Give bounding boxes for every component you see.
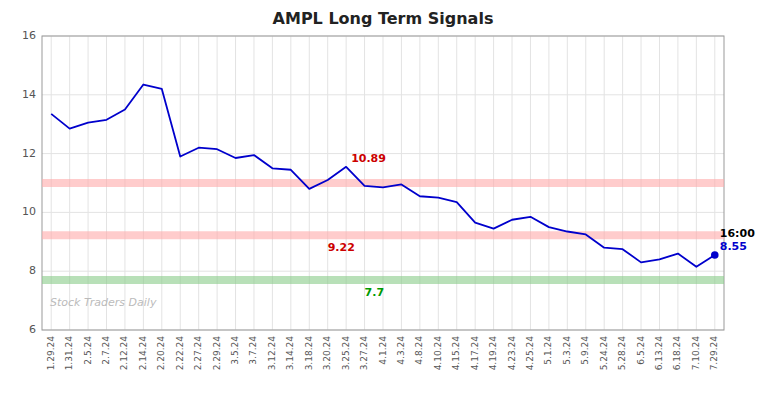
x-tick-label: 7.29.24	[709, 336, 719, 371]
grid	[42, 36, 724, 330]
x-axis: 1.29.24 1.31.24 2.5.24 2.7.24 2.12.24 2.14.24…	[46, 336, 720, 371]
x-tick-label: 2.12.24	[119, 336, 129, 371]
watermark: Stock Traders Daily	[50, 296, 157, 309]
x-tick-label: 3.25.24	[341, 336, 351, 371]
reference-line	[42, 276, 724, 284]
x-tick-label: 4.15.24	[451, 336, 461, 371]
x-tick-label: 2.14.24	[138, 336, 148, 371]
x-tick-label: 4.23.24	[507, 336, 517, 371]
x-tick-label: 3.5.24	[230, 336, 240, 365]
chart: 6 8 10 12 14 16 1.29.24 1.31.24 2.5.24 2.7.24 2.12…	[0, 0, 784, 398]
x-tick-label: 4.10.24	[433, 336, 443, 371]
x-tick-label: 1.29.24	[46, 336, 56, 371]
plot-frame	[42, 36, 724, 330]
y-tick-label: 10	[22, 205, 36, 218]
x-tick-label: 3.12.24	[267, 336, 277, 371]
x-tick-label: 5.1.24	[543, 336, 553, 365]
x-tick-label: 2.27.24	[193, 336, 203, 371]
x-tick-label: 5.9.24	[580, 336, 590, 365]
x-tick-label: 3.27.24	[359, 336, 369, 371]
x-tick-label: 4.1.24	[378, 336, 388, 365]
x-tick-label: 7.10.24	[691, 336, 701, 371]
y-axis: 6 8 10 12 14 16	[22, 29, 36, 336]
x-tick-label: 6.13.24	[654, 336, 664, 371]
y-tick-label: 14	[22, 88, 36, 101]
annotation: 16:00	[720, 227, 755, 240]
plot-area	[42, 85, 724, 281]
x-tick-label: 3.14.24	[285, 336, 295, 371]
reference-label: 7.7	[365, 286, 385, 299]
x-tick-label: 4.17.24	[470, 336, 480, 371]
x-tick-label: 5.24.24	[599, 336, 609, 371]
x-tick-label: 2.20.24	[156, 336, 166, 371]
x-tick-label: 3.20.24	[322, 336, 332, 371]
annotation: 10.89	[351, 152, 386, 165]
y-tick-label: 6	[29, 323, 36, 336]
annotation: 8.55	[720, 240, 747, 253]
last-point	[711, 251, 719, 259]
y-tick-label: 8	[29, 264, 36, 277]
x-tick-label: 5.28.24	[617, 336, 627, 371]
reference-label: 9.22	[328, 241, 355, 254]
x-tick-label: 1.31.24	[64, 336, 74, 371]
y-tick-label: 12	[22, 147, 36, 160]
x-tick-label: 4.3.24	[396, 336, 406, 365]
annotations: 9.22 7.7 10.89 8.5516:00 Stock Traders Daily	[50, 152, 755, 310]
x-tick-label: 5.3.24	[562, 336, 572, 365]
x-tick-label: 2.22.24	[175, 336, 185, 371]
grid-line-y	[42, 94, 724, 95]
x-tick-label: 2.29.24	[212, 336, 222, 371]
grid-line-y	[42, 271, 724, 272]
x-tick-label: 3.7.24	[248, 336, 258, 365]
x-tick-label: 6.18.24	[672, 336, 682, 371]
x-tick-label: 4.25.24	[525, 336, 535, 371]
title: AMPL Long Term Signals	[273, 9, 494, 28]
reference-line	[42, 231, 724, 239]
grid-line-y	[42, 212, 724, 213]
x-tick-label: 6.5.24	[636, 336, 646, 365]
price-line	[51, 85, 715, 267]
x-tick-label: 3.18.24	[304, 336, 314, 371]
x-tick-label: 2.7.24	[101, 336, 111, 365]
reference-line	[42, 179, 724, 187]
y-tick-label: 16	[22, 29, 36, 42]
x-tick-label: 2.5.24	[83, 336, 93, 365]
x-tick-label: 4.19.24	[488, 336, 498, 371]
x-tick-label: 4.8.24	[414, 336, 424, 365]
